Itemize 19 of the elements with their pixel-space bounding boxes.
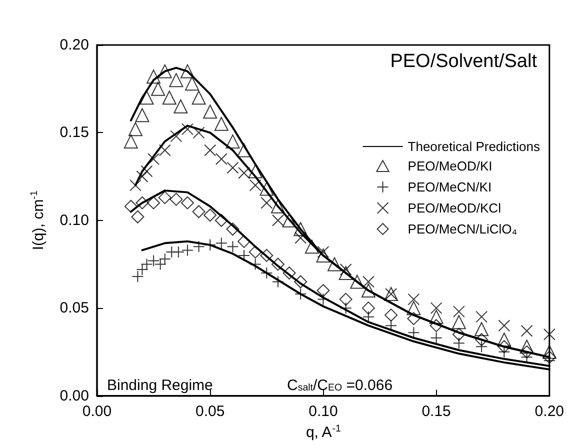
legend-label: PEO/MeOD/KI (408, 158, 492, 174)
x-tick-label: 0.15 (422, 402, 451, 420)
x-tick-label: 0.05 (196, 402, 225, 420)
y-tick-label: 0.00 (60, 387, 89, 404)
y-tick-label: 0.05 (60, 300, 89, 317)
x-tick-label: 0.20 (534, 402, 564, 420)
legend-label: PEO/MeOD/KCl (408, 200, 502, 216)
y-axis-title: I(q), cm-1 (29, 190, 47, 250)
y-tick-label: 0.20 (60, 36, 89, 54)
legend-label: PEO/MeCN/KI (408, 180, 492, 194)
legend-label: Theoretical Predictions (408, 139, 540, 154)
annotation: PEO/Solvent/Salt (390, 51, 538, 72)
annotation: Binding Regime (107, 377, 213, 394)
y-tick-label: 0.10 (60, 212, 89, 229)
legend-label: PEO/MeCN/LiClO₄ (408, 222, 518, 236)
x-tick-label: 0.00 (82, 402, 112, 420)
y-tick-label: 0.15 (60, 124, 89, 142)
x-tick-label: 0.10 (308, 402, 338, 420)
annotation: Csalt/CEO =0.066 (287, 377, 393, 394)
